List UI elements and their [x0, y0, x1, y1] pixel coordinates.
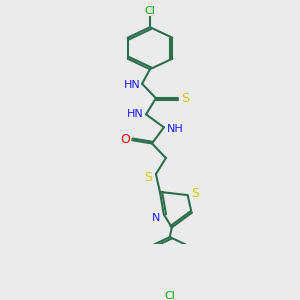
Text: O: O	[120, 133, 130, 146]
Text: HN: HN	[127, 110, 143, 119]
Text: N: N	[152, 213, 160, 223]
Text: S: S	[192, 187, 200, 200]
Text: Cl: Cl	[145, 6, 155, 16]
Text: S: S	[144, 171, 152, 184]
Text: NH: NH	[167, 124, 183, 134]
Text: S: S	[181, 92, 189, 105]
Text: Cl: Cl	[164, 291, 175, 300]
Text: HN: HN	[124, 80, 140, 89]
